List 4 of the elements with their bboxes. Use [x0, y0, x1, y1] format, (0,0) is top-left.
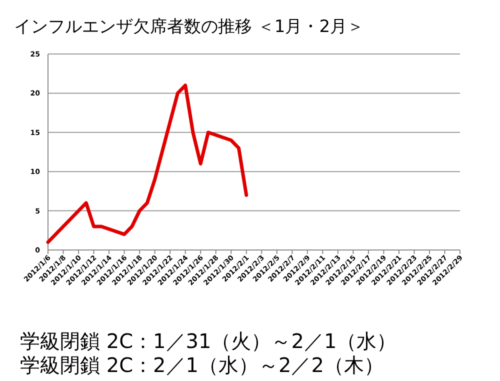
- text: 学級閉鎖 2C：2／1（水）～2／2（木）: [20, 353, 384, 377]
- chart-title: インフルエンザ欠席者数の推移 ＜1月・2月＞: [14, 17, 364, 37]
- text: 学級閉鎖 2C：1／31（火）～2／1（水）: [20, 329, 397, 353]
- line-series: [46, 84, 248, 244]
